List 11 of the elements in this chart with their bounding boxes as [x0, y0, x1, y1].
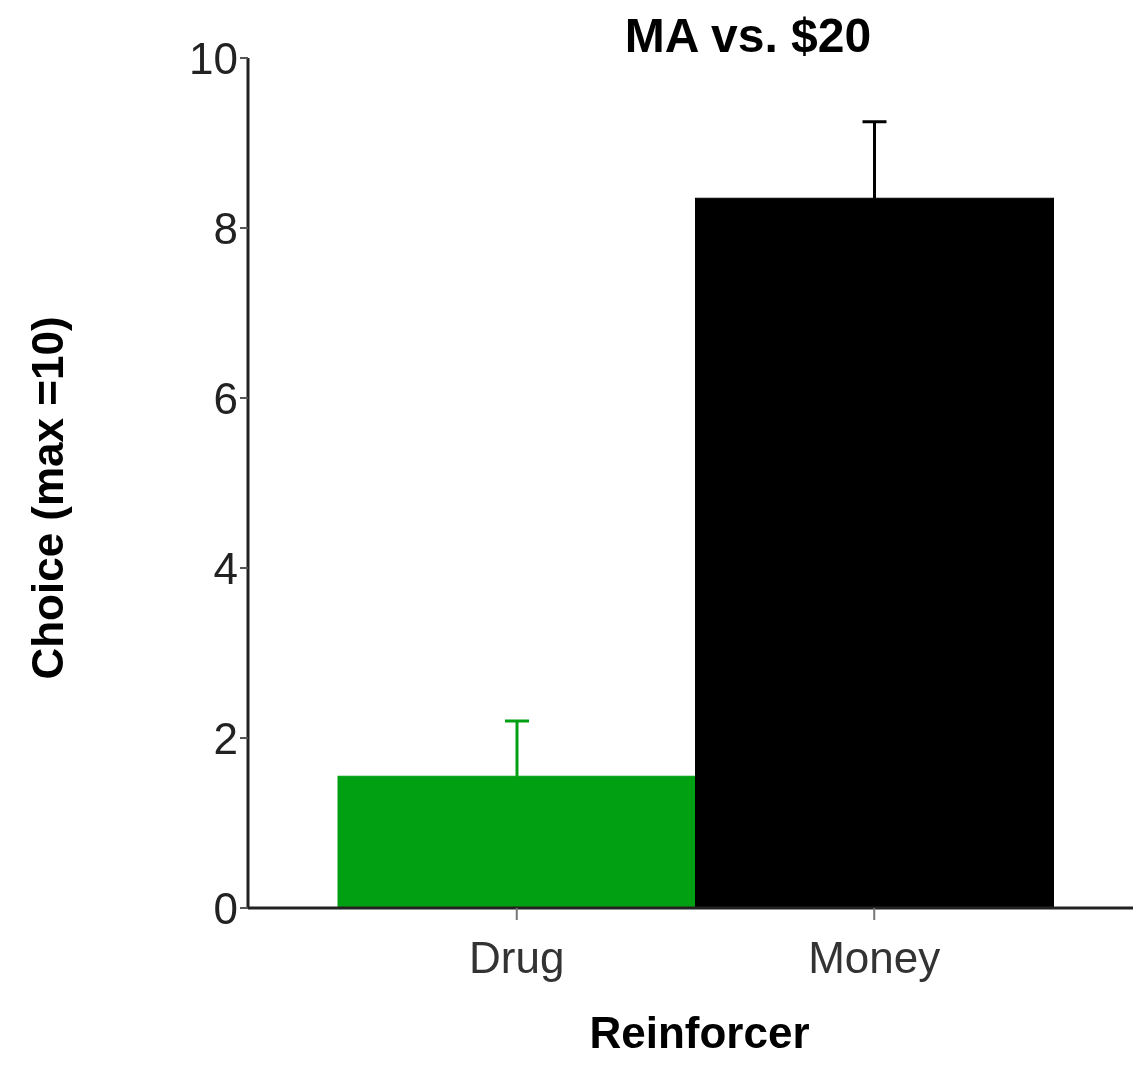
y-tick-label: 0 [213, 883, 238, 933]
x-tick-label: Drug [469, 933, 565, 983]
y-tick-label: 8 [213, 203, 238, 253]
y-tick-label: 6 [213, 373, 238, 423]
y-tick-label: 2 [213, 713, 238, 763]
y-axis-title: Choice (max =10) [23, 316, 73, 680]
x-tick-label: Money [808, 933, 941, 983]
y-tick-label: 10 [189, 33, 238, 83]
y-tick-label: 4 [213, 543, 238, 593]
x-axis-title: Reinforcer [588, 1008, 811, 1058]
chart-title: MA vs. $20 [623, 8, 873, 63]
